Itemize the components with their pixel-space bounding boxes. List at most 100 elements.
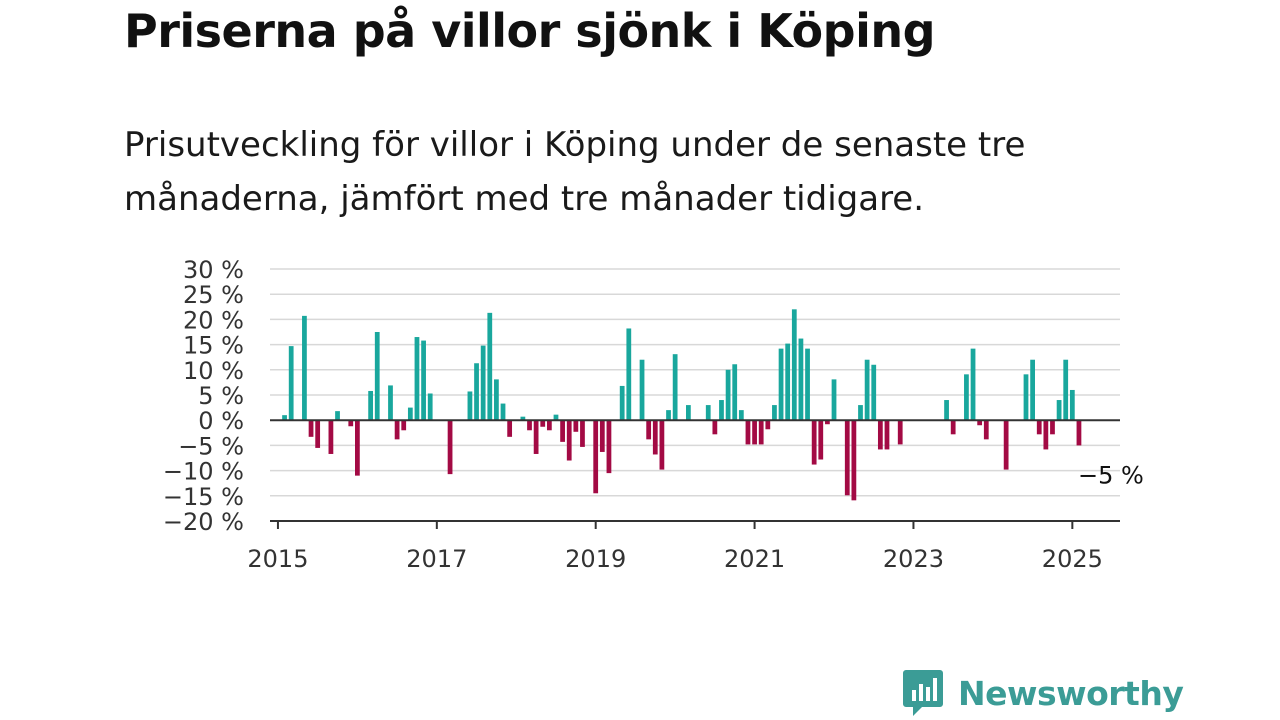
bar [666, 410, 671, 421]
bar [851, 420, 857, 501]
bar [1069, 389, 1075, 421]
bar [1003, 420, 1009, 470]
bar [580, 420, 585, 447]
x-tick-label: 2017 [406, 545, 467, 573]
bar [758, 420, 764, 445]
bar [394, 420, 400, 440]
bar [566, 420, 572, 461]
bar [480, 345, 486, 421]
bars [282, 309, 1082, 501]
y-tick-label: 5 % [198, 382, 244, 410]
bar [1076, 420, 1082, 446]
bar [1023, 374, 1029, 421]
newsworthy-logo-icon [903, 670, 943, 716]
bar [388, 385, 393, 421]
bar [639, 359, 645, 421]
bar [944, 400, 949, 421]
bar [844, 420, 850, 496]
bar [652, 420, 658, 455]
y-tick-label: 30 % [183, 256, 244, 284]
bar [646, 420, 652, 440]
bar [752, 420, 757, 445]
x-tick-label: 2019 [565, 545, 626, 573]
bar [500, 403, 506, 421]
x-tick-label: 2015 [247, 545, 308, 573]
bar [335, 411, 340, 421]
brand-name: Newsworthy [958, 673, 1184, 713]
labels: 30 %25 %20 %15 %10 %5 %0 %−5 %−10 %−15 %… [163, 256, 1144, 573]
bar [705, 405, 711, 421]
newsworthy-logo: Newsworthy [902, 668, 1184, 718]
y-tick-label: −5 % [178, 432, 244, 460]
bar [858, 405, 863, 421]
bar [494, 379, 499, 421]
y-tick-label: −10 % [163, 458, 244, 486]
bar [447, 420, 453, 475]
x-tick-label: 2025 [1042, 545, 1103, 573]
bar-chart: 30 %25 %20 %15 %10 %5 %0 %−5 %−10 %−15 %… [163, 256, 1144, 573]
bar [977, 420, 983, 426]
bar [672, 354, 678, 421]
bar [877, 420, 883, 450]
bar [546, 420, 552, 431]
bar [1036, 420, 1042, 435]
bar [791, 309, 797, 421]
bar [599, 420, 605, 452]
y-tick-label: 25 % [183, 281, 244, 309]
bar [871, 364, 877, 421]
y-tick-label: 0 % [198, 407, 244, 435]
bar [540, 420, 546, 427]
bar [553, 414, 559, 421]
bar [805, 348, 810, 421]
bar [467, 391, 473, 421]
bar [765, 420, 771, 430]
bar [745, 420, 751, 445]
bar [1030, 359, 1035, 421]
bar [825, 420, 830, 425]
y-tick-label: −20 % [163, 508, 244, 536]
bar [474, 363, 479, 421]
bar [520, 416, 526, 421]
x-tick-label: 2023 [883, 545, 944, 573]
bar [659, 420, 665, 470]
bar [685, 405, 691, 421]
grid-lines [270, 268, 1120, 497]
annotation-label: −5 % [1078, 461, 1144, 489]
bar [355, 420, 360, 476]
bar [348, 420, 354, 427]
bar [1043, 420, 1049, 450]
bar [732, 364, 738, 421]
bar [725, 369, 731, 421]
chart-title: Priserna på villor sjönk i Köping [124, 4, 936, 58]
axes [270, 419, 1120, 529]
bar [1063, 359, 1069, 421]
bar [401, 420, 407, 431]
bar [573, 420, 579, 432]
bar [527, 420, 532, 431]
y-tick-label: −15 % [163, 483, 244, 511]
bar [738, 410, 744, 421]
bar [427, 393, 433, 421]
bar [368, 390, 374, 421]
bar [778, 348, 784, 421]
bar [897, 420, 903, 445]
bar [533, 420, 539, 454]
bar [606, 420, 612, 474]
bar [315, 420, 321, 448]
bar [282, 415, 287, 421]
y-tick-label: 20 % [183, 306, 244, 334]
bar [487, 312, 493, 421]
bar [884, 420, 890, 450]
bar [772, 405, 777, 421]
bar [964, 374, 969, 421]
bar [1050, 420, 1055, 435]
bar [785, 343, 791, 421]
bar [560, 420, 565, 442]
bar [970, 348, 976, 421]
bar [798, 338, 804, 421]
bar [818, 420, 824, 460]
bar [626, 328, 632, 421]
x-tick-label: 2021 [724, 545, 785, 573]
bar [831, 379, 837, 421]
bar [421, 340, 426, 421]
